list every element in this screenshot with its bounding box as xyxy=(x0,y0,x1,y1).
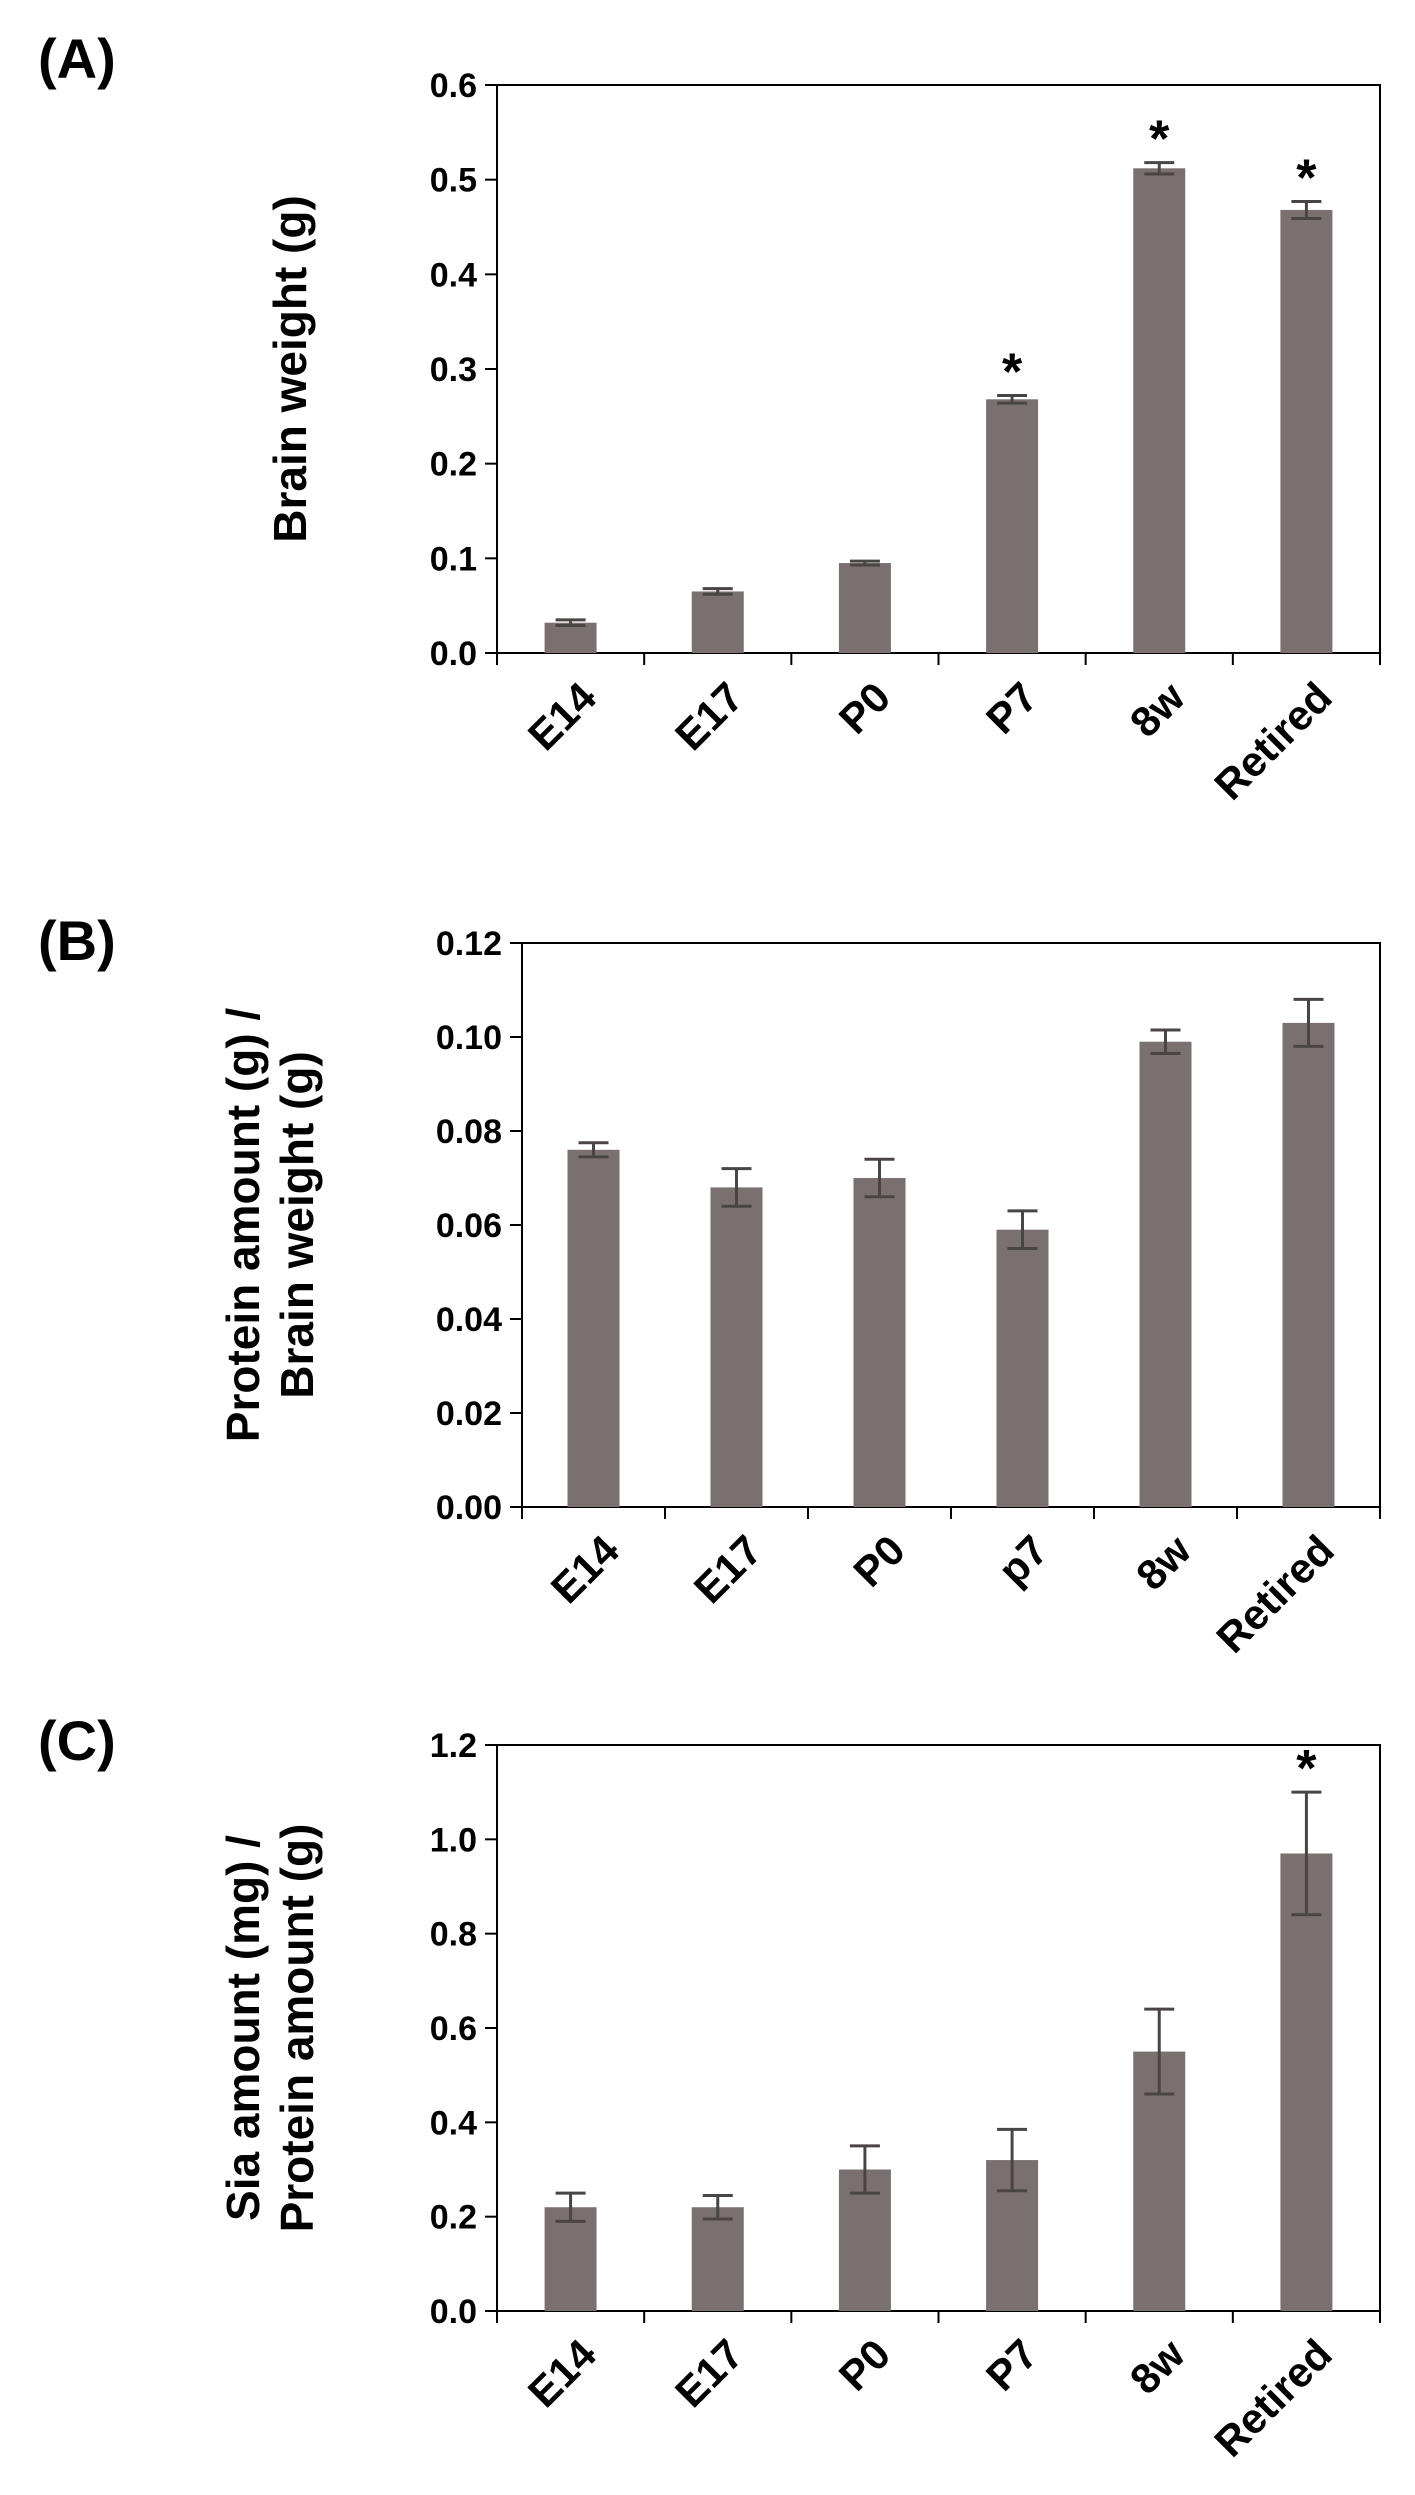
x-category-label: 8w xyxy=(1121,673,1194,746)
y-tick-label: 0.5 xyxy=(430,162,477,200)
bar-8w xyxy=(1139,1041,1192,1507)
y-axis-label-line: Brain weight (g) xyxy=(264,195,316,543)
x-category-label: Retired xyxy=(1205,673,1341,809)
x-category-label: Retired xyxy=(1205,2330,1341,2466)
significance-star: * xyxy=(1296,149,1317,207)
chart-panel-2: (B) Protein amount (g) /Brain weight (g) 0… xyxy=(38,909,1381,1662)
x-category-label: 8w xyxy=(1121,2330,1194,2403)
x-category-label: E17 xyxy=(685,1526,771,1612)
y-tick-label: 0.6 xyxy=(430,67,477,105)
x-category-label: P0 xyxy=(830,673,900,743)
y-tick-label: 0.04 xyxy=(436,1301,502,1339)
y-tick-label: 0.4 xyxy=(430,256,477,294)
y-tick-label: 0.06 xyxy=(436,1207,502,1245)
x-category-label: E14 xyxy=(542,1526,629,1613)
bar-Retired xyxy=(1280,1853,1333,2311)
bar-p7 xyxy=(996,1229,1049,1507)
y-axis-label: Protein amount (g) /Brain weight (g) xyxy=(217,1008,323,1443)
x-category-label: E14 xyxy=(519,673,606,760)
y-axis-label-line: Protein amount (g) xyxy=(271,1824,323,2233)
plot-frame xyxy=(496,1744,1381,2312)
chart-panel-3: (C) Sia amount (mg) /Protein amount (g) 0.… xyxy=(38,1709,1381,2466)
x-category-label: P7 xyxy=(977,2330,1047,2400)
y-axis-label: Sia amount (mg) /Protein amount (g) xyxy=(217,1824,323,2233)
panel-label: (C) xyxy=(38,1709,116,1772)
y-tick-label: 0.02 xyxy=(436,1395,502,1433)
x-category-label: 8w xyxy=(1127,1526,1200,1599)
significance-star: * xyxy=(1002,344,1023,402)
y-tick-label: 0.0 xyxy=(430,635,477,673)
x-category-label: E17 xyxy=(666,673,752,759)
y-tick-label: 0.2 xyxy=(430,446,477,484)
y-tick-label: 0.2 xyxy=(430,2199,477,2237)
bar-E17 xyxy=(691,2207,744,2311)
x-category-label: E14 xyxy=(519,2330,606,2417)
x-category-label: P7 xyxy=(977,673,1047,743)
y-tick-label: 0.6 xyxy=(430,2010,477,2048)
y-tick-label: 0.10 xyxy=(436,1019,502,1057)
y-tick-label: 0.0 xyxy=(430,2293,477,2331)
bar-E14 xyxy=(544,2207,597,2311)
significance-star: * xyxy=(1149,111,1170,169)
y-tick-label: 0.4 xyxy=(430,2104,477,2142)
y-tick-label: 0.12 xyxy=(436,925,502,963)
bar-E17 xyxy=(710,1187,763,1507)
x-category-label: Retired xyxy=(1207,1526,1343,1662)
plot-frame xyxy=(496,84,1381,654)
bar-P0 xyxy=(853,1178,906,1507)
y-tick-label: 0.8 xyxy=(430,1916,477,1954)
y-tick-label: 0.08 xyxy=(436,1113,502,1151)
bar-P7 xyxy=(986,399,1039,653)
bar-E17 xyxy=(691,591,744,653)
y-axis-label: Brain weight (g) xyxy=(264,195,316,543)
x-category-label: P0 xyxy=(844,1526,914,1596)
x-category-label: P0 xyxy=(830,2330,900,2400)
bar-E14 xyxy=(544,622,597,653)
bar-Retired xyxy=(1280,209,1333,653)
plot-frame xyxy=(521,942,1381,1508)
y-axis-label-line: Sia amount (mg) / xyxy=(217,1835,269,2221)
x-category-label: p7 xyxy=(989,1526,1057,1594)
panel-label: (A) xyxy=(38,27,116,90)
y-tick-label: 0.1 xyxy=(430,540,477,578)
x-category-label: E17 xyxy=(666,2330,752,2416)
bar-8w xyxy=(1133,168,1186,653)
bar-Retired xyxy=(1282,1022,1335,1507)
y-tick-label: 0.00 xyxy=(436,1489,502,1527)
y-tick-label: 1.0 xyxy=(430,1821,477,1859)
y-tick-label: 1.2 xyxy=(430,1727,477,1765)
bar-P0 xyxy=(838,563,891,653)
y-axis-label-line: Protein amount (g) / xyxy=(217,1008,269,1443)
bar-E14 xyxy=(567,1149,620,1507)
y-axis-label-line: Brain weight (g) xyxy=(271,1051,323,1399)
chart-panel-1: (A) Brain weight (g) 0.0 0.1 0.2 0.3 0.4 0.5 0.6… xyxy=(38,27,1381,809)
y-tick-label: 0.3 xyxy=(430,351,477,389)
panel-label: (B) xyxy=(38,909,116,972)
significance-star: * xyxy=(1296,1740,1317,1798)
